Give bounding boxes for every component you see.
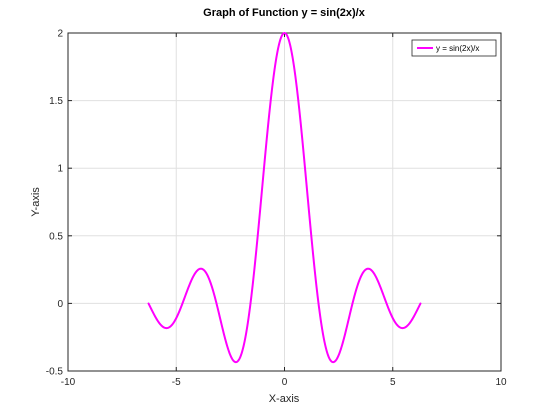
x-tick-label: -10 [61, 377, 76, 388]
legend: y = sin(2x)/x [411, 39, 497, 57]
x-tick-label: 10 [495, 377, 507, 388]
legend-label: y = sin(2x)/x [436, 44, 479, 53]
y-tick-label: 1.5 [49, 96, 63, 107]
chart-title: Graph of Function y = sin(2x)/x [203, 7, 366, 19]
y-tick-label: 1 [57, 164, 63, 175]
y-tick-labels: -0.5 0 0.5 1 1.5 2 [46, 29, 64, 378]
y-axis-label: Y-axis [30, 187, 42, 217]
x-axis-label: X-axis [269, 393, 300, 405]
x-tick-label: -5 [172, 377, 181, 388]
y-tick-label: 0 [57, 299, 63, 310]
y-tick-label: 0.5 [49, 231, 63, 242]
series-line [147, 32, 422, 364]
y-tick-label: 2 [57, 29, 63, 40]
legend-box [411, 39, 497, 57]
x-tick-labels: -10 -5 0 5 10 [61, 377, 507, 388]
series-layer [147, 32, 422, 364]
x-tick-label: 0 [282, 377, 288, 388]
x-tick-label: 5 [390, 377, 396, 388]
y-tick-label: -0.5 [46, 367, 64, 378]
